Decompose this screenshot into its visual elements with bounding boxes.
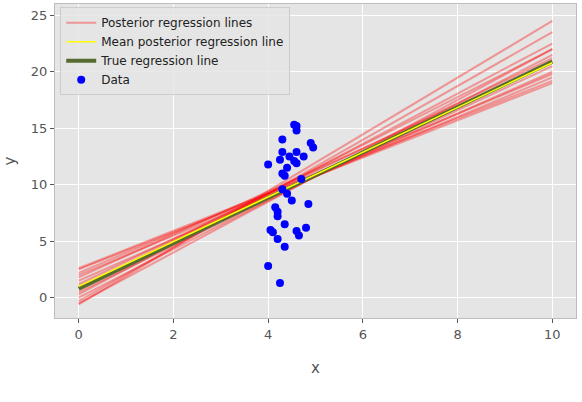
svg-text:8: 8	[453, 327, 461, 342]
svg-text:10: 10	[544, 327, 561, 342]
svg-text:0: 0	[75, 327, 83, 342]
svg-text:0: 0	[39, 290, 47, 305]
svg-text:20: 20	[31, 64, 48, 79]
svg-text:6: 6	[359, 327, 367, 342]
svg-text:5: 5	[39, 234, 47, 249]
svg-text:y: y	[1, 156, 19, 165]
svg-text:x: x	[311, 359, 320, 377]
svg-text:Data: Data	[101, 73, 130, 87]
svg-text:Posterior regression lines: Posterior regression lines	[101, 16, 252, 30]
svg-text:2: 2	[169, 327, 177, 342]
svg-text:Mean posterior regression line: Mean posterior regression line	[101, 35, 283, 49]
svg-text:25: 25	[31, 8, 48, 23]
svg-text:10: 10	[31, 177, 48, 192]
svg-text:4: 4	[264, 327, 272, 342]
svg-text:15: 15	[31, 121, 48, 136]
svg-text:True regression line: True regression line	[100, 54, 218, 68]
